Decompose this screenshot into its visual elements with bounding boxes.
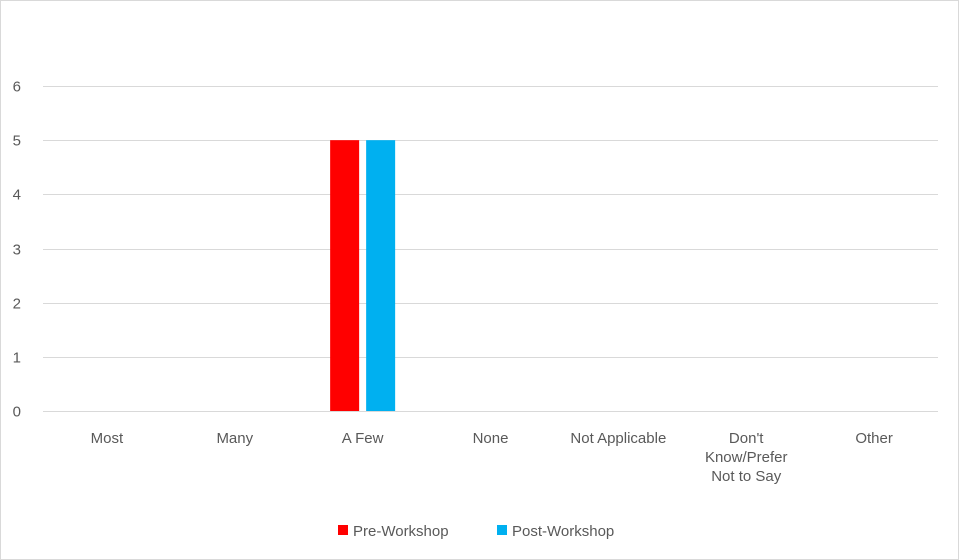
legend-label: Post-Workshop <box>512 523 614 540</box>
y-tick-label: 6 <box>13 79 21 96</box>
legend-label: Pre-Workshop <box>353 523 449 540</box>
y-tick-label: 1 <box>13 350 21 367</box>
x-category-label-line: A Few <box>342 430 384 447</box>
x-category-label-line: Not to Say <box>711 468 782 485</box>
x-category-label: Most <box>91 430 124 447</box>
x-category-label-line: Not Applicable <box>570 430 666 447</box>
x-category-label-line: Know/Prefer <box>705 449 788 466</box>
x-category-label: Many <box>216 430 253 447</box>
bar-pre-workshop <box>330 140 360 411</box>
y-tick-label: 2 <box>13 296 21 313</box>
x-category-label-line: Many <box>216 430 253 447</box>
x-category-label-line: Other <box>855 430 893 447</box>
gridlines <box>43 86 938 358</box>
x-category-label-line: Most <box>91 430 124 447</box>
x-category-label: Other <box>855 430 893 447</box>
y-tick-label: 5 <box>13 133 21 150</box>
x-category-label: Not Applicable <box>570 430 666 447</box>
legend: Pre-Workshop Post-Workshop <box>338 523 614 540</box>
legend-swatch <box>338 525 348 535</box>
x-category-label: None <box>473 430 509 447</box>
y-axis-ticks: 0 1 2 3 4 5 6 <box>13 79 21 421</box>
legend-swatch <box>497 525 507 535</box>
x-category-label-line: Don't <box>729 430 764 447</box>
bar-post-workshop <box>366 140 396 411</box>
x-category-label: A Few <box>342 430 384 447</box>
x-axis-categories: Most Many A Few None Not Applicable Don't Know… <box>91 430 893 485</box>
x-category-label: Don't Know/Prefer Not to Say <box>705 430 788 485</box>
y-tick-label: 0 <box>13 404 21 421</box>
y-tick-label: 4 <box>13 187 21 204</box>
x-category-label-line: None <box>473 430 509 447</box>
y-tick-label: 3 <box>13 242 21 259</box>
bars <box>330 140 396 411</box>
